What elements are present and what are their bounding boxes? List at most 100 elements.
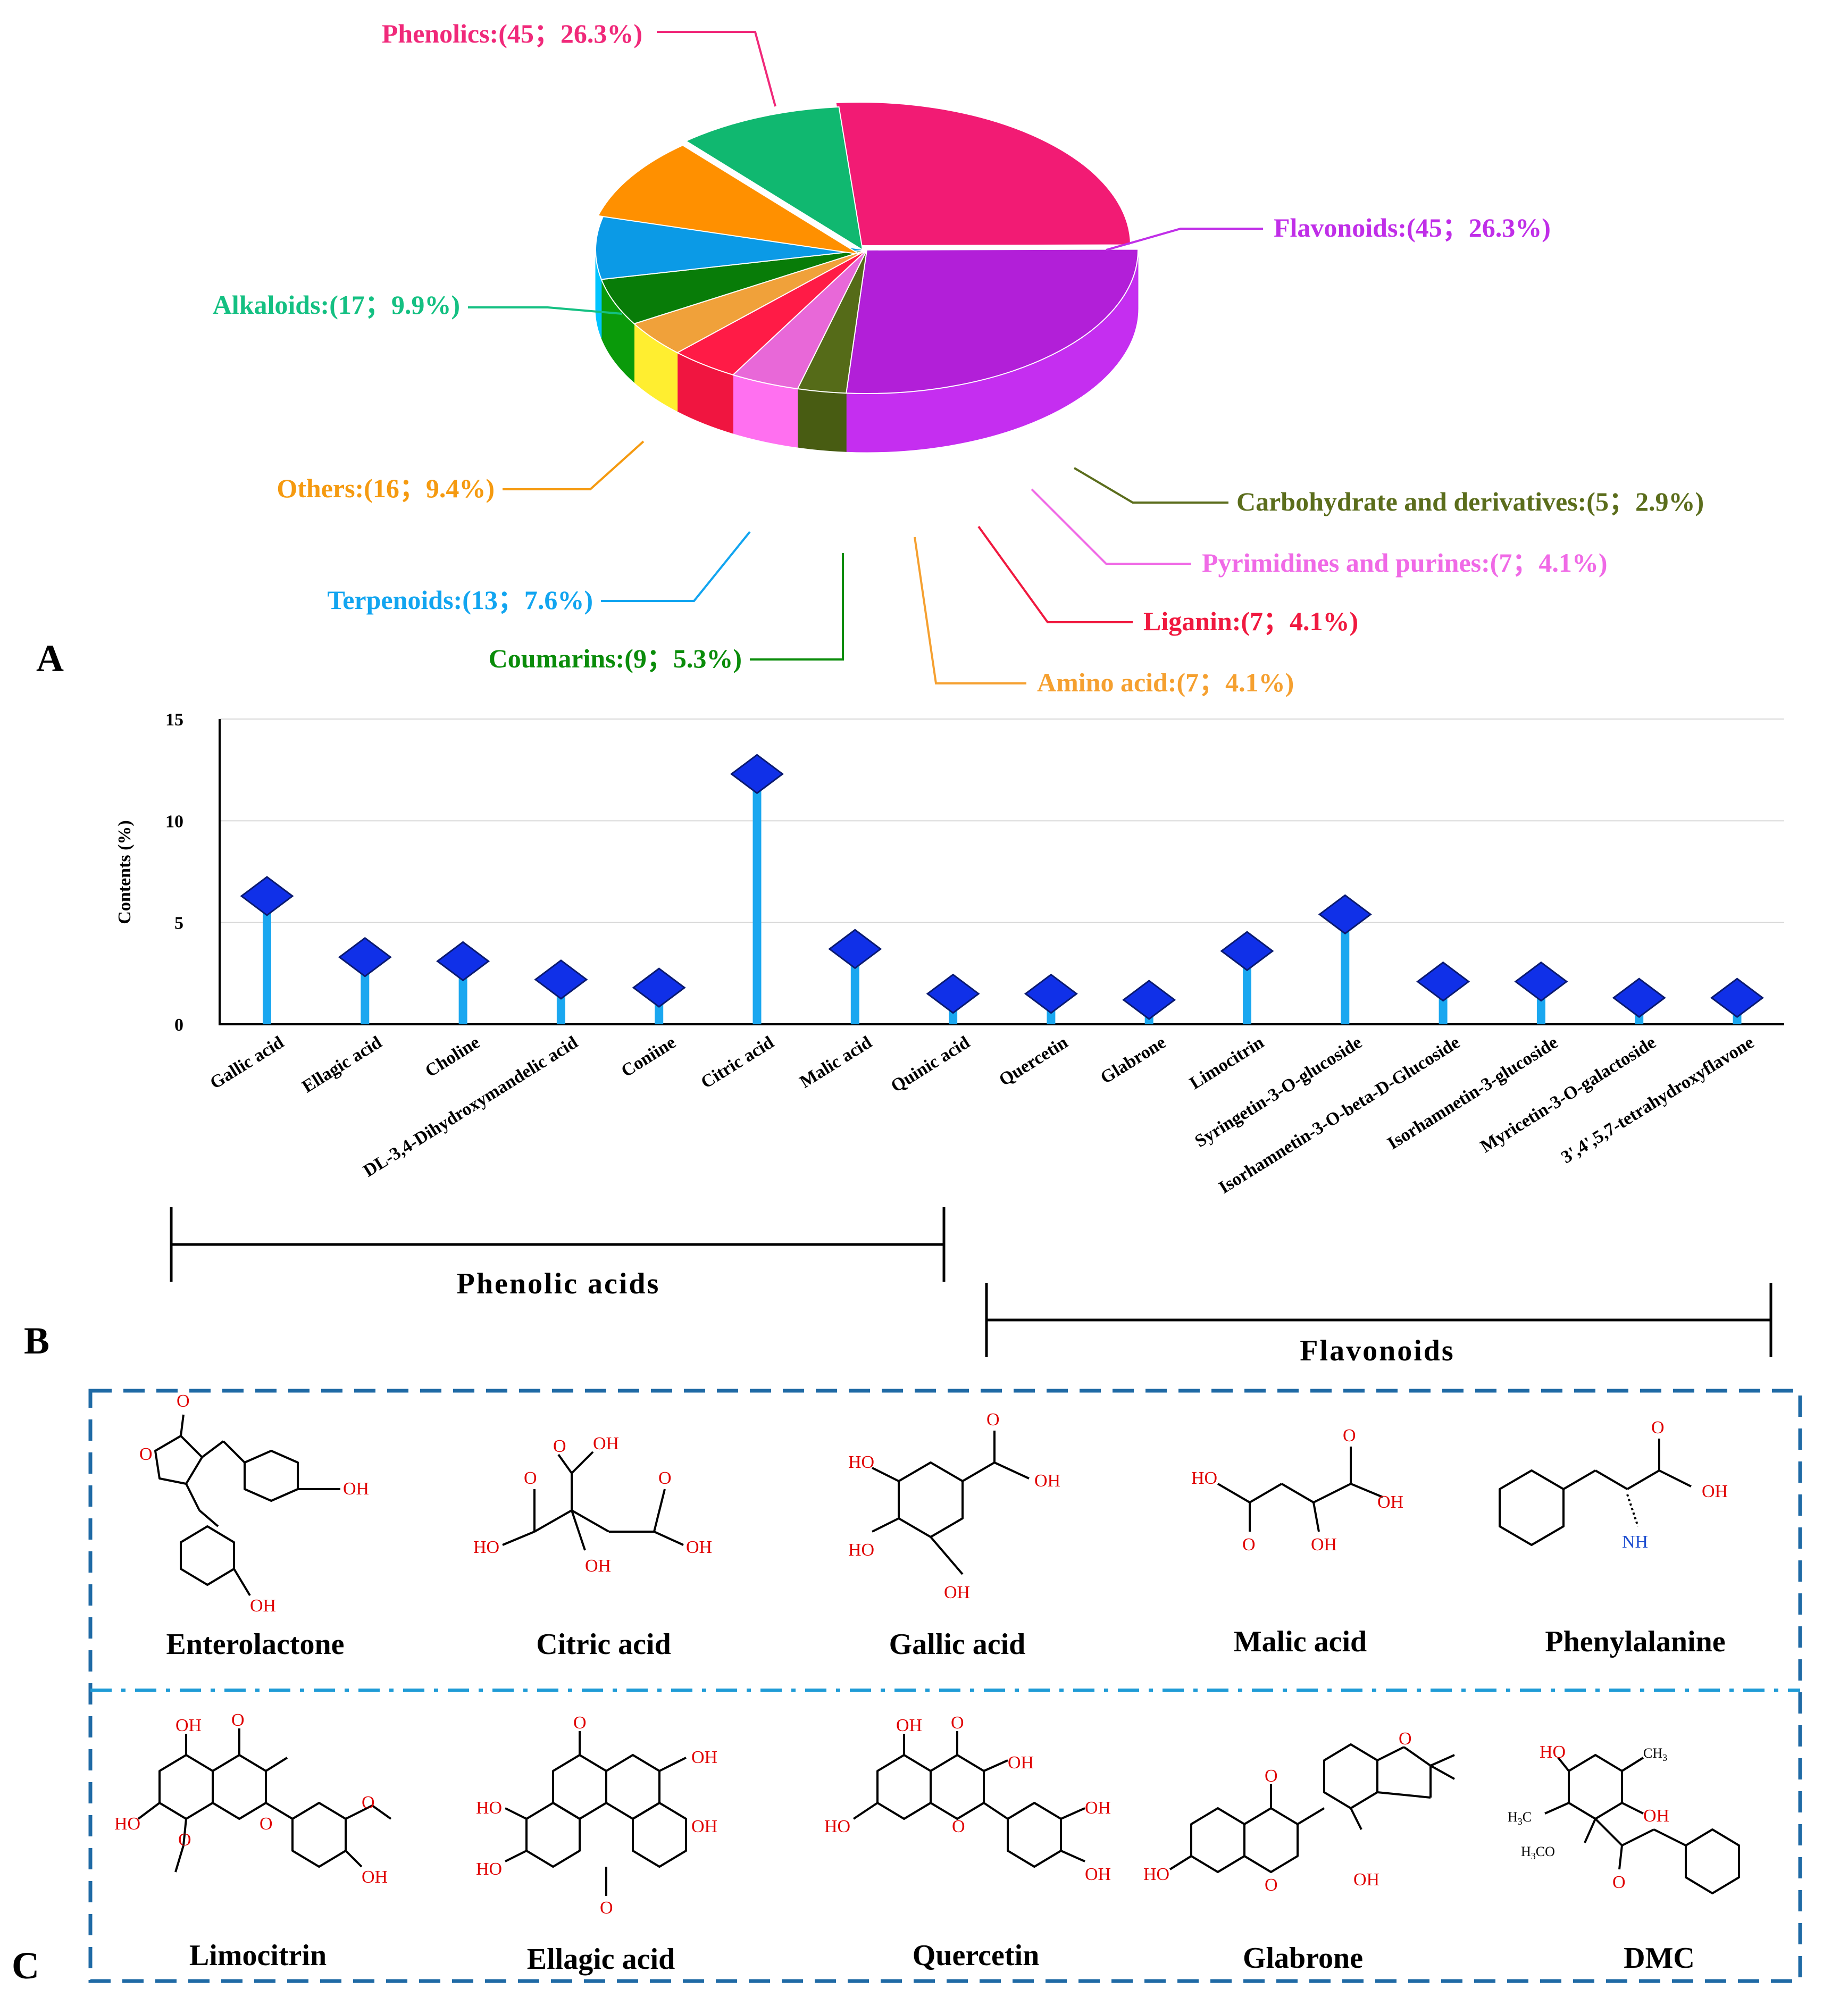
atom-oh: OH bbox=[691, 1817, 717, 1836]
atom-ho: HO bbox=[1540, 1742, 1566, 1762]
pie-slice-0 bbox=[835, 102, 1132, 247]
pie-label-7: Terpenoids:(13；7.6%) bbox=[327, 585, 593, 615]
pie-slice-6 bbox=[600, 249, 867, 324]
atom-o: O bbox=[260, 1814, 273, 1834]
atom-oh: OH bbox=[1008, 1753, 1034, 1773]
pie-leader-3 bbox=[1031, 488, 1191, 565]
structure-citric-acid: O OH O O HO OH OH bbox=[473, 1434, 712, 1576]
pie-chart: Phenolics:(45；26.3%) Flavonoids:(45；26.3%… bbox=[213, 19, 1704, 697]
atom-o: O bbox=[951, 1713, 964, 1733]
atom-ho: HO bbox=[473, 1538, 499, 1557]
structure-quercetin: OH O OH HO O OH OH bbox=[824, 1713, 1111, 1884]
compound-dmc: DMC bbox=[1624, 1942, 1695, 1975]
atom-o: O bbox=[1265, 1875, 1278, 1895]
pie-label-6: Coumarins:(9；5.3%) bbox=[489, 644, 742, 673]
atom-oh: OH bbox=[1034, 1471, 1060, 1491]
compound-enterolactone: Enterolactone bbox=[166, 1628, 345, 1661]
marker-15 bbox=[1710, 977, 1764, 1018]
atom-oh: OH bbox=[691, 1748, 717, 1767]
pie-leader-8 bbox=[503, 440, 645, 490]
compound-ellagic-acid: Ellagic acid bbox=[527, 1943, 675, 1976]
category-label-8: Quercetin bbox=[996, 1032, 1071, 1090]
atom-nh2: NH bbox=[1622, 1532, 1648, 1552]
marker-1 bbox=[338, 937, 392, 977]
category-label-4: Coniine bbox=[618, 1032, 680, 1081]
category-label-2: Choline bbox=[422, 1032, 483, 1081]
compound-names: Enterolactone Citric acid Gallic acid Ma… bbox=[166, 1625, 1726, 1976]
structure-gallic-acid: O OH HO HO OH bbox=[848, 1410, 1060, 1602]
category-label-15: 3',4',5,7-tetrahydroxyflavone bbox=[1558, 1032, 1757, 1167]
category-label-1: Ellagic acid bbox=[299, 1032, 386, 1097]
pie-label-0: Phenolics:(45；26.3%) bbox=[382, 19, 642, 48]
atom-oh: OH bbox=[593, 1434, 619, 1453]
atom-h3co: H3CO bbox=[1521, 1844, 1555, 1861]
series-stems bbox=[263, 774, 1742, 1024]
pie-leader-4 bbox=[977, 525, 1133, 623]
marker-0 bbox=[240, 876, 294, 916]
compound-phenylalanine: Phenylalanine bbox=[1545, 1625, 1725, 1658]
structure-dmc: HO OH O CH3 H3C H3CO bbox=[1508, 1742, 1740, 1894]
atom-oh: OH bbox=[944, 1583, 970, 1602]
marker-7 bbox=[926, 973, 980, 1014]
y-tick-0: 0 bbox=[174, 1015, 183, 1035]
compound-citric-acid: Citric acid bbox=[536, 1628, 671, 1661]
atom-oh: OH bbox=[1353, 1870, 1379, 1890]
atom-o: O bbox=[362, 1793, 375, 1812]
atom-oh: OH bbox=[896, 1716, 922, 1735]
compound-glabrone: Glabrone bbox=[1243, 1942, 1363, 1975]
category-label-13: Isorhamnetin-3-glucoside bbox=[1384, 1032, 1562, 1154]
compound-malic-acid: Malic acid bbox=[1234, 1625, 1367, 1658]
atom-o: O bbox=[1242, 1535, 1256, 1555]
category-label-5: Citric acid bbox=[698, 1032, 777, 1092]
pie-label-1: Flavonoids:(45；26.3%) bbox=[1274, 213, 1551, 243]
pie-slice-8 bbox=[597, 144, 860, 255]
compound-gallic-acid: Gallic acid bbox=[889, 1628, 1026, 1661]
marker-10 bbox=[1220, 931, 1274, 972]
atom-ho: HO bbox=[1191, 1468, 1217, 1488]
atom-oh: OH bbox=[1085, 1798, 1111, 1818]
structure-phenylalanine: O OH NH bbox=[1499, 1418, 1728, 1552]
atom-o: O bbox=[1612, 1873, 1626, 1892]
structure-limocitrin: O OH HO O O O OH bbox=[114, 1710, 392, 1887]
atom-oh: OH bbox=[1643, 1806, 1669, 1826]
marker-6 bbox=[828, 929, 882, 970]
atom-ho: HO bbox=[1143, 1865, 1169, 1884]
atom-o: O bbox=[1343, 1426, 1356, 1445]
category-label-0: Gallic acid bbox=[206, 1032, 287, 1093]
marker-2 bbox=[436, 941, 490, 982]
structure-malic-acid: HO O OH O OH bbox=[1191, 1426, 1403, 1555]
panel-label-b: B bbox=[24, 1319, 49, 1362]
pie-slice-1 bbox=[846, 248, 1139, 394]
atom-o: O bbox=[177, 1391, 190, 1411]
marker-4 bbox=[632, 967, 686, 1008]
marker-14 bbox=[1612, 977, 1666, 1018]
structure-ellagic-acid: O OH OH HO HO O bbox=[476, 1713, 717, 1918]
atom-ho: HO bbox=[848, 1452, 874, 1472]
structure-enterolactone: O O OH OH bbox=[139, 1391, 369, 1616]
pie-label-3: Pyrimidines and purines:(7；4.1%) bbox=[1202, 548, 1608, 578]
pie-leader-7 bbox=[601, 531, 751, 602]
pie-label-4: Liganin:(7；4.1%) bbox=[1143, 606, 1358, 636]
category-label-10: Limocitrin bbox=[1186, 1032, 1268, 1093]
atom-oh: OH bbox=[175, 1716, 202, 1735]
atom-o: O bbox=[600, 1898, 613, 1918]
atom-oh: OH bbox=[585, 1556, 611, 1576]
y-ticks: 0 5 10 15 bbox=[165, 710, 183, 1035]
pie-leader-0 bbox=[657, 31, 776, 107]
atom-ho: HO bbox=[476, 1859, 502, 1879]
category-label-14: Myricetin-3-O-galactoside bbox=[1477, 1032, 1659, 1157]
atom-o: O bbox=[952, 1817, 965, 1836]
atom-ch3: CH3 bbox=[1643, 1745, 1667, 1763]
y-axis-label: Contents (%) bbox=[115, 820, 135, 924]
category-label-7: Quinic acid bbox=[888, 1032, 973, 1096]
atom-ho: HO bbox=[824, 1817, 850, 1836]
lollipop-chart: 0 5 10 15 Contents (%) Gallic acid Ellagic a… bbox=[115, 710, 1784, 1198]
atom-o: O bbox=[1399, 1729, 1412, 1749]
category-label-11: Syringetin-3-O-glucoside bbox=[1191, 1032, 1365, 1151]
group-label-flavonoids: Flavonoids bbox=[1300, 1334, 1454, 1367]
category-label-6: Malic acid bbox=[797, 1032, 876, 1092]
marker-5 bbox=[730, 754, 784, 795]
atom-oh: OH bbox=[1085, 1865, 1111, 1884]
compound-quercetin: Quercetin bbox=[913, 1939, 1039, 1972]
